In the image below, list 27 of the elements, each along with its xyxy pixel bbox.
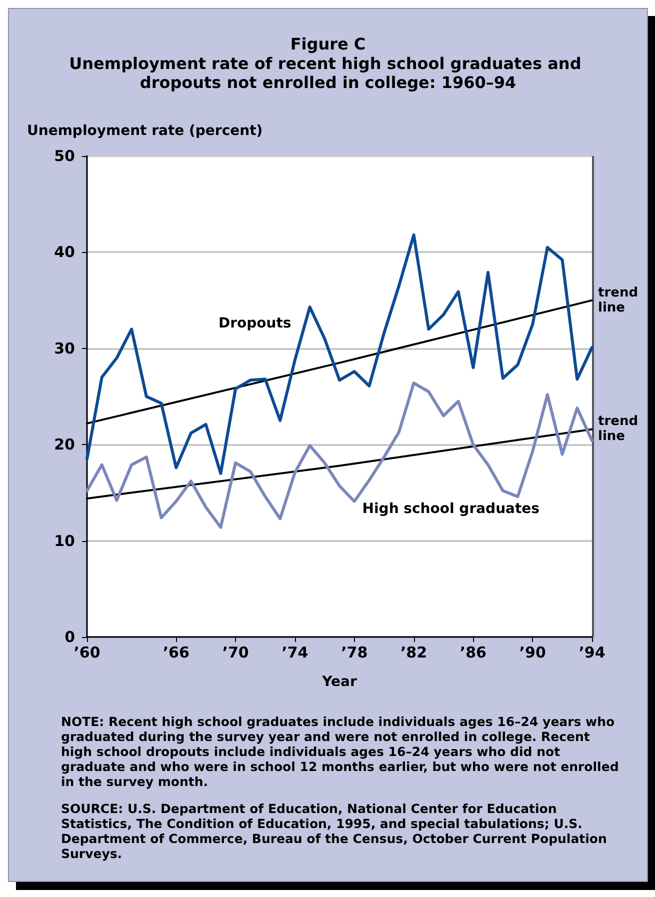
source-note: SOURCE: U.S. Department of Education, National Center for Education Statistics, The Condition of Education, 1995, and special tabulations; U.S. Department of Commerce, Bureau of the Census, October Current Population Surveys. — [61, 801, 608, 861]
series-label: Dropouts — [218, 315, 292, 332]
chart-title: Figure C — [290, 34, 366, 54]
series-label: trend line — [598, 285, 638, 316]
x-tick-label: ’78 — [341, 644, 368, 662]
y-tick-label: 20 — [54, 436, 75, 454]
chart-subtitle: Unemployment rate of recent high school graduates and dropouts not enrolled in college: 1960–94 — [69, 54, 587, 92]
x-tick-label: ’90 — [519, 644, 546, 662]
x-tick-label: ’94 — [578, 644, 606, 662]
text: NOTE: Recent high school graduates include individuals ages 16–24 years who graduated during the survey year and were not enrolled in college. Recent high school dropouts include individuals ages 16–24 years who did not graduate and who were in school 12 months earlier, but who were not enrolled in the survey month. — [61, 714, 620, 789]
line-series — [86, 382, 594, 529]
series-label: trend line — [598, 414, 638, 444]
y-tick-label: 10 — [54, 532, 75, 550]
y-tick-label: 30 — [54, 339, 75, 358]
x-tick-label: ’86 — [460, 644, 486, 662]
x-tick-label: ’74 — [282, 644, 308, 662]
x-tick-label: ’70 — [222, 644, 249, 662]
series-label: High school graduates — [362, 501, 540, 518]
line-series — [86, 233, 594, 475]
y-tick-label: 40 — [54, 243, 75, 262]
x-tick-label: ’82 — [400, 644, 428, 662]
y-tick-label: 50 — [54, 147, 75, 165]
x-tick-label: ’60 — [74, 644, 100, 662]
x-tick-label: ’66 — [162, 644, 190, 662]
y-axis-title: Unemployment rate (percent) — [27, 123, 263, 139]
y-tick-label: 0 — [64, 628, 75, 646]
x-axis-title: Year — [321, 674, 357, 690]
